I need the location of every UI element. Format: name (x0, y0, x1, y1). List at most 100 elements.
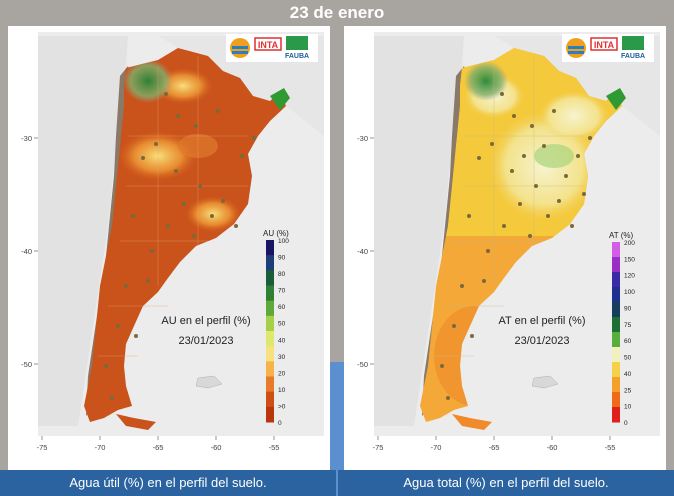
at-legend-swatch (612, 242, 620, 258)
au-legend-tick: 70 (278, 288, 286, 295)
au-legend-swatch (266, 346, 274, 362)
au-legend-tick: 80 (278, 271, 286, 278)
au-legend-swatch (266, 255, 274, 271)
fauba-logo-icon (622, 36, 644, 50)
au-legend-swatch (266, 240, 274, 256)
fauba-logo-text: FAUBA (621, 53, 645, 60)
at-legend-swatch (612, 317, 620, 333)
at-legend-swatch (612, 302, 620, 318)
au-legend-swatch (266, 300, 274, 317)
at-legend-swatch (612, 392, 620, 408)
at-legend-tick: 75 (624, 322, 632, 329)
map-panel-at: INTA FAUBA AT (%) 200 150 120 100 90 75 60 50 40… (344, 26, 666, 470)
at-legend-swatch (612, 407, 620, 423)
au-hotspot-east (185, 196, 241, 232)
islands-shape (531, 375, 559, 389)
at-x-tick-label: -70 (431, 443, 442, 452)
at-legend-tick: 0 (624, 420, 628, 427)
logo-group: INTA FAUBA (226, 34, 318, 62)
at-legend-tick: 40 (624, 371, 632, 378)
at-legend-swatch (612, 347, 620, 363)
au-x-tick-label: -70 (95, 443, 106, 452)
au-legend-swatch (266, 270, 274, 286)
at-legend-swatch (612, 257, 620, 273)
chile-shape (38, 36, 128, 426)
at-legend-tick: 150 (624, 256, 635, 263)
at-legend-tick: 90 (624, 305, 632, 312)
au-humid-north (123, 59, 173, 103)
au-legend-swatch (266, 406, 274, 423)
at-annotation-label: AT en el perfil (%) (498, 315, 585, 327)
au-x-tick-label: -75 (37, 443, 48, 452)
at-legend-tick: 120 (624, 273, 635, 280)
at-x-tick-label: -55 (605, 443, 616, 452)
au-y-tick-label: -50 (21, 360, 32, 369)
au-x-tick-label: -65 (153, 443, 164, 452)
at-legend-swatch (612, 332, 620, 348)
at-annotation-date: 23/01/2023 (514, 335, 569, 347)
caption-au: Agua útil (%) en el perfil del suelo. (0, 470, 336, 496)
au-x-axis: -75 -70 -65 -60 -55 (37, 436, 279, 452)
islands-shape (195, 375, 223, 389)
at-stations (440, 92, 592, 400)
at-legend-swatch (612, 287, 620, 303)
au-legend-tick: 20 (278, 370, 286, 377)
au-legend-tick: 100 (278, 238, 289, 245)
at-x-axis: -75 -70 -65 -60 -55 (373, 436, 616, 452)
at-legend-tick: 10 (624, 404, 632, 411)
au-legend: AU (%) 100 90 80 70 60 50 40 30 20 10 >0 0 (263, 229, 289, 427)
at-map: INTA FAUBA AT (%) 2001501201009075605040… (357, 32, 660, 452)
at-legend-tick: 200 (624, 240, 635, 247)
at-y-tick-label: -40 (357, 247, 368, 256)
au-annotation-date: 23/01/2023 (178, 335, 233, 347)
at-y-axis: -30 -40 -50 (357, 134, 374, 369)
logo-group: INTA FAUBA (562, 34, 654, 62)
inta-logo-text: INTA (594, 40, 615, 50)
at-legend-swatch (612, 362, 620, 378)
page-title: 23 de enero (289, 3, 385, 22)
au-stations (104, 92, 256, 400)
inta-logo-text: INTA (258, 40, 279, 50)
divider-accent (330, 362, 344, 496)
au-legend-tick: 40 (278, 337, 286, 344)
au-legend-tick: 60 (278, 304, 286, 311)
at-x-tick-label: -75 (373, 443, 384, 452)
at-legend-tick: 100 (624, 289, 635, 296)
map-panel-au: INTA FAUBA AU (%) 100 90 80 70 60 50 40 30 20 10 >… (8, 26, 330, 470)
tierra-del-fuego (452, 414, 492, 430)
fauba-logo-icon (286, 36, 308, 50)
at-y-tick-label: -30 (357, 134, 368, 143)
tierra-del-fuego (116, 414, 156, 430)
au-legend-swatch (266, 391, 274, 408)
at-legend-swatch (612, 377, 620, 393)
au-legend-tick: 90 (278, 255, 286, 262)
au-legend-swatch (266, 285, 274, 302)
au-legend-tick: 50 (278, 321, 286, 328)
at-x-tick-label: -60 (547, 443, 558, 452)
au-annotation-label: AU en el perfil (%) (161, 315, 250, 327)
au-y-tick-label: -40 (21, 247, 32, 256)
inta-logo-box (590, 37, 618, 51)
at-legend-swatch (612, 272, 620, 288)
au-legend-swatch (266, 361, 274, 377)
au-legend-swatch (266, 315, 274, 332)
at-humid-north (464, 61, 508, 101)
at-legend-tick: 60 (624, 338, 632, 345)
au-legend-tick: >0 (278, 403, 286, 410)
misiones-green (606, 88, 626, 110)
at-pale-east (539, 91, 609, 141)
au-y-tick-label: -30 (21, 134, 32, 143)
au-y-axis: -30 -40 -50 (21, 134, 38, 369)
at-y-tick-label: -50 (357, 360, 368, 369)
chile-shape (374, 36, 464, 426)
misiones-green (270, 88, 290, 110)
au-legend-swatch (266, 331, 274, 347)
at-x-tick-label: -65 (489, 443, 500, 452)
inta-logo-box (254, 37, 282, 51)
au-legend-tick: 0 (278, 420, 282, 427)
at-legend-tick: 50 (624, 355, 632, 362)
caption-at: Agua total (%) en el perfil del suelo. (338, 470, 674, 496)
au-legend-swatch (266, 376, 274, 393)
fauba-logo-text: FAUBA (285, 53, 309, 60)
